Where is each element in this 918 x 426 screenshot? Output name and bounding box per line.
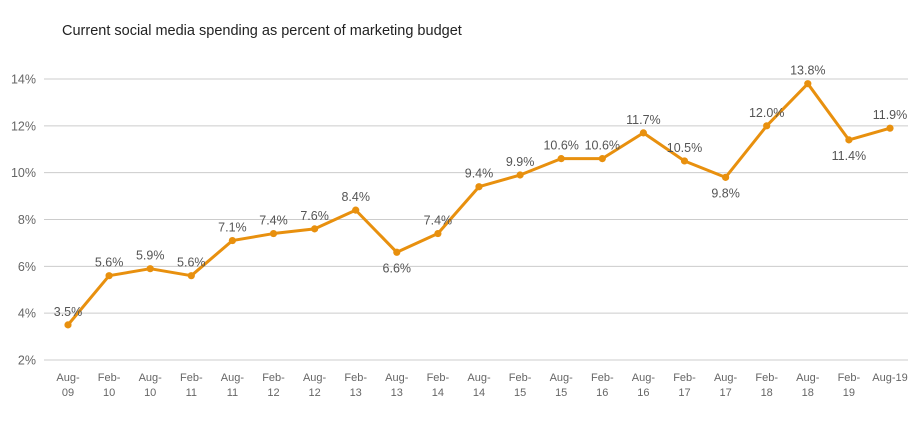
data-label: 9.8% bbox=[711, 186, 740, 200]
data-labels: 3.5% 5.6% 5.9% 5.6% 7.1% 7.4% 7.6% 8.4% 6.6% 7.4%… bbox=[54, 64, 908, 319]
data-point bbox=[311, 225, 319, 233]
y-tick-label: 4% bbox=[18, 307, 36, 321]
x-tick-label: 18 bbox=[802, 387, 814, 399]
x-tick-label: Aug- bbox=[467, 372, 491, 384]
data-point bbox=[680, 157, 689, 165]
data-label: 11.7% bbox=[626, 113, 661, 127]
data-point bbox=[228, 236, 236, 245]
x-tick-label: Feb- bbox=[427, 372, 450, 384]
x-tick-label: Aug- bbox=[714, 372, 738, 384]
x-tick-label: Aug- bbox=[221, 372, 245, 384]
data-point bbox=[64, 321, 72, 329]
x-tick-label: Aug- bbox=[550, 372, 574, 384]
x-tick-label: 14 bbox=[473, 387, 485, 399]
data-label: 8.4% bbox=[341, 190, 370, 204]
x-tick-label: Aug- bbox=[796, 372, 820, 384]
data-point bbox=[516, 171, 524, 179]
x-tick-label: Feb- bbox=[673, 372, 696, 384]
data-point bbox=[722, 173, 730, 181]
data-label: 9.9% bbox=[506, 155, 535, 169]
y-tick-label: 6% bbox=[18, 260, 36, 274]
data-label: 10.5% bbox=[667, 141, 702, 155]
x-tick-label: 09 bbox=[62, 387, 74, 399]
x-tick-label: Aug- bbox=[385, 372, 409, 384]
data-label: 7.4% bbox=[424, 214, 453, 228]
x-tick-label: 12 bbox=[267, 387, 279, 399]
x-tick-label: Feb- bbox=[180, 372, 203, 384]
x-tick-label: 12 bbox=[308, 387, 320, 399]
x-tick-label: Feb- bbox=[509, 372, 532, 384]
x-tick-label: Aug- bbox=[632, 372, 656, 384]
x-tick-label: 17 bbox=[719, 387, 731, 399]
x-tick-label: 18 bbox=[761, 387, 773, 399]
x-tick-label: 13 bbox=[391, 387, 403, 399]
data-label: 11.4% bbox=[832, 149, 867, 163]
data-point bbox=[804, 80, 812, 88]
x-tick-label: Aug-19 bbox=[872, 372, 907, 384]
x-tick-label: Feb- bbox=[755, 372, 778, 384]
x-tick-label: Feb- bbox=[838, 372, 861, 384]
data-point bbox=[434, 229, 442, 238]
data-label: 11.9% bbox=[873, 108, 908, 122]
x-tick-label: Aug- bbox=[139, 372, 163, 384]
data-label: 10.6% bbox=[543, 139, 578, 153]
x-tick-label: 11 bbox=[186, 387, 197, 399]
data-point bbox=[845, 136, 853, 144]
x-tick-label: 16 bbox=[637, 387, 649, 399]
y-tick-label: 12% bbox=[11, 119, 36, 133]
data-point bbox=[187, 272, 195, 280]
data-point bbox=[393, 248, 401, 256]
x-tick-label: 15 bbox=[555, 387, 567, 399]
x-tick-label: 14 bbox=[432, 387, 444, 399]
x-tick-label: Feb- bbox=[344, 372, 367, 384]
data-label: 5.6% bbox=[95, 256, 124, 270]
x-tick-label: 19 bbox=[843, 387, 855, 399]
data-label: 6.6% bbox=[383, 261, 412, 275]
data-label: 9.4% bbox=[465, 167, 494, 181]
x-tick-label: 16 bbox=[596, 387, 608, 399]
series-line bbox=[66, 82, 892, 327]
gridlines bbox=[44, 78, 908, 361]
x-axis: Aug- 09 Feb- 10 Aug- 10 Feb- 11 Aug- 11 Feb- 12 Aug-… bbox=[56, 372, 907, 399]
chart-title: Current social media spending as percent… bbox=[62, 23, 462, 39]
x-tick-label: 10 bbox=[103, 387, 115, 399]
data-point bbox=[886, 124, 894, 132]
data-point bbox=[352, 206, 360, 214]
data-point bbox=[146, 265, 154, 273]
x-tick-label: 13 bbox=[350, 387, 362, 399]
data-point bbox=[269, 229, 278, 238]
y-tick-label: 14% bbox=[11, 73, 36, 87]
y-tick-label: 2% bbox=[18, 354, 36, 368]
data-point bbox=[763, 122, 771, 130]
x-tick-label: 17 bbox=[678, 387, 690, 399]
data-label: 10.6% bbox=[585, 139, 620, 153]
y-tick-label: 10% bbox=[11, 166, 36, 180]
data-point bbox=[557, 155, 565, 163]
y-tick-label: 8% bbox=[18, 213, 36, 227]
x-tick-label: Feb- bbox=[262, 372, 285, 384]
x-tick-label: Feb- bbox=[98, 372, 121, 384]
data-point bbox=[639, 129, 648, 137]
data-label: 13.8% bbox=[790, 64, 825, 78]
data-label: 7.4% bbox=[259, 214, 288, 228]
x-tick-label: Aug- bbox=[56, 372, 80, 384]
x-tick-label: 15 bbox=[514, 387, 526, 399]
data-label: 3.5% bbox=[54, 305, 83, 319]
data-point bbox=[105, 272, 113, 280]
x-tick-label: 11 bbox=[227, 387, 238, 399]
x-tick-label: Feb- bbox=[591, 372, 614, 384]
data-point bbox=[598, 155, 606, 163]
y-axis: 2% 4% 6% 8% 10% 12% 14% bbox=[11, 73, 36, 368]
x-tick-label: 10 bbox=[144, 387, 156, 399]
data-label: 5.9% bbox=[136, 249, 165, 263]
data-point bbox=[475, 183, 483, 191]
data-label: 5.6% bbox=[177, 256, 206, 270]
x-tick-label: Aug- bbox=[303, 372, 327, 384]
series bbox=[64, 80, 894, 329]
data-label: 7.1% bbox=[218, 221, 247, 235]
data-label: 12.0% bbox=[749, 106, 784, 120]
data-label: 7.6% bbox=[300, 209, 329, 223]
